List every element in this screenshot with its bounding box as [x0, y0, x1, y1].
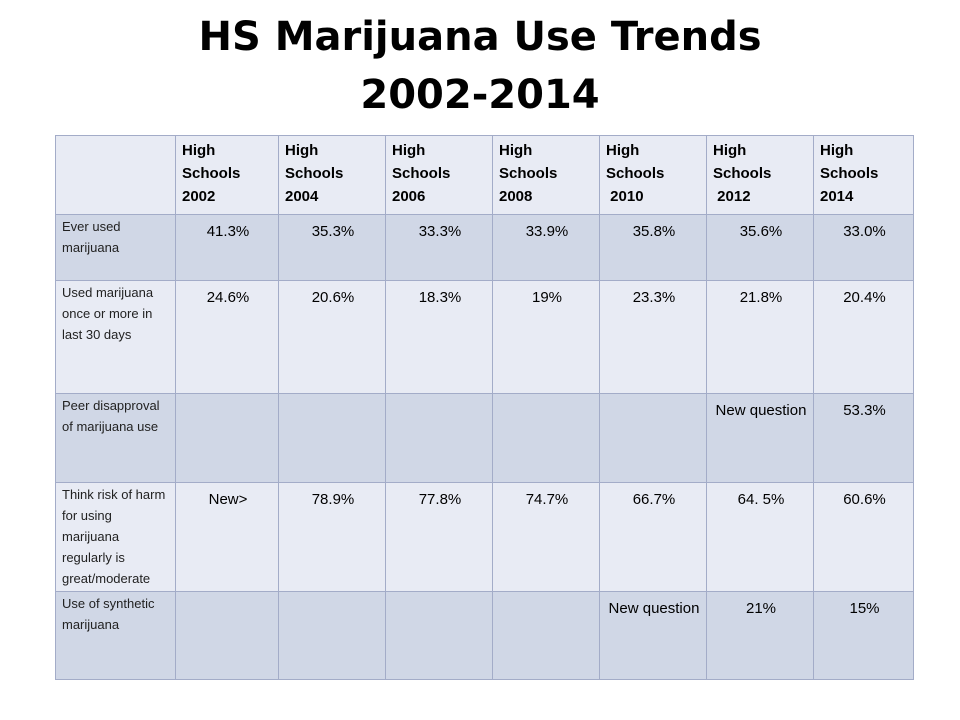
column-header-2002: High Schools 2002 [175, 135, 279, 215]
table-cell: 41.3% [175, 214, 279, 281]
table-cell [278, 393, 386, 483]
column-header-line: Schools [182, 165, 241, 182]
table-cell: 18.3% [385, 280, 493, 394]
table-cell: New question [706, 393, 814, 483]
column-header-2006: High Schools 2006 [385, 135, 493, 215]
column-header-line: Schools [713, 165, 772, 182]
column-header-year: 2008 [499, 188, 533, 205]
table-cell [175, 393, 279, 483]
column-header-line: Schools [392, 165, 451, 182]
table-cell: 20.4% [813, 280, 914, 394]
row-label: Ever used marijuana [55, 214, 176, 281]
table-cell [385, 591, 493, 680]
table-row-synthetic: Use of synthetic marijuana New question … [55, 591, 914, 680]
column-header-line: High [606, 142, 640, 159]
table-cell: 19% [492, 280, 600, 394]
table-cell: 53.3% [813, 393, 914, 483]
title-line-2: 2002-2014 [360, 72, 600, 118]
column-header-year: 2010 [606, 188, 644, 205]
table-cell: 33.3% [385, 214, 493, 281]
trends-table: High Schools 2002 High Schools 2004 High… [55, 135, 914, 680]
header-row: High Schools 2002 High Schools 2004 High… [55, 135, 914, 215]
column-header-2012: High Schools 2012 [706, 135, 814, 215]
table-cell: 35.8% [599, 214, 707, 281]
table-row-last-30-days: Used marijuana once or more in last 30 d… [55, 280, 914, 394]
row-label: Use of synthetic marijuana [55, 591, 176, 680]
table-cell: 15% [813, 591, 914, 680]
table-cell: 64. 5% [706, 482, 814, 592]
column-header-year: 2006 [392, 188, 426, 205]
column-header-line: Schools [499, 165, 558, 182]
column-header-line: High [820, 142, 854, 159]
column-header-line: Schools [820, 165, 879, 182]
table-cell [492, 591, 600, 680]
table-cell: 60.6% [813, 482, 914, 592]
row-label: Peer disapproval of marijuana use [55, 393, 176, 483]
table-cell: New question [599, 591, 707, 680]
table-cell: 33.9% [492, 214, 600, 281]
column-header-line: High [499, 142, 533, 159]
table-cell: 74.7% [492, 482, 600, 592]
column-header-line: High [285, 142, 319, 159]
column-header-line: High [713, 142, 747, 159]
table-cell [599, 393, 707, 483]
column-header-2008: High Schools 2008 [492, 135, 600, 215]
table-row-ever-used: Ever used marijuana 41.3% 35.3% 33.3% 33… [55, 214, 914, 281]
column-header-2010: High Schools 2010 [599, 135, 707, 215]
title-line-1: HS Marijuana Use Trends [198, 14, 762, 60]
column-header-year: 2012 [713, 188, 751, 205]
table-cell [175, 591, 279, 680]
row-label: Think risk of harm for using marijuana r… [55, 482, 176, 592]
table-cell: 24.6% [175, 280, 279, 394]
column-header-year: 2002 [182, 188, 216, 205]
column-header-2004: High Schools 2004 [278, 135, 386, 215]
table-cell: 23.3% [599, 280, 707, 394]
table-cell: New> [175, 482, 279, 592]
table-cell [385, 393, 493, 483]
column-header-line: High [392, 142, 426, 159]
column-header-year: 2014 [820, 188, 854, 205]
table-row-risk-of-harm: Think risk of harm for using marijuana r… [55, 482, 914, 592]
page-title: HS Marijuana Use Trends 2002-2014 [0, 8, 960, 124]
column-header-line: High [182, 142, 216, 159]
table-cell: 33.0% [813, 214, 914, 281]
column-header-year: 2004 [285, 188, 319, 205]
row-label: Used marijuana once or more in last 30 d… [55, 280, 176, 394]
table-row-peer-disapproval: Peer disapproval of marijuana use New qu… [55, 393, 914, 483]
table-cell: 35.6% [706, 214, 814, 281]
table-cell: 66.7% [599, 482, 707, 592]
table-cell [492, 393, 600, 483]
column-header-line: Schools [606, 165, 665, 182]
table-cell: 21.8% [706, 280, 814, 394]
table-cell: 21% [706, 591, 814, 680]
table-cell: 20.6% [278, 280, 386, 394]
table-cell: 78.9% [278, 482, 386, 592]
column-header-line: Schools [285, 165, 344, 182]
table-cell [278, 591, 386, 680]
table-cell: 77.8% [385, 482, 493, 592]
column-header-2014: High Schools 2014 [813, 135, 914, 215]
table-cell: 35.3% [278, 214, 386, 281]
corner-cell [55, 135, 176, 215]
